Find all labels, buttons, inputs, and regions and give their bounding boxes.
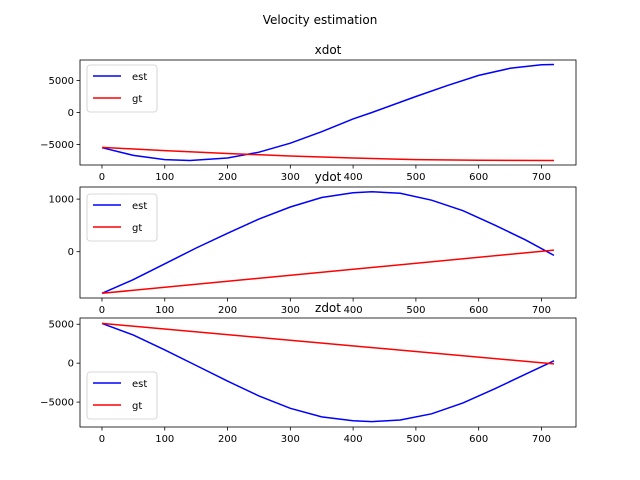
legend: est gt xyxy=(86,64,158,113)
x-tick-label: 700 xyxy=(532,305,551,316)
x-tick-label: 500 xyxy=(406,305,425,316)
x-tick-label: 400 xyxy=(344,172,363,183)
legend-label-gt: gt xyxy=(132,401,142,412)
x-tick-label: 100 xyxy=(155,172,174,183)
series-line-est xyxy=(101,322,555,423)
y-tick-label: −5000 xyxy=(40,398,74,409)
x-tick-label: 0 xyxy=(99,305,105,316)
x-tick-label: 600 xyxy=(469,172,488,183)
y-tick-label: 0 xyxy=(68,247,74,258)
legend-label-gt: gt xyxy=(132,94,142,105)
x-tick-label: 200 xyxy=(218,172,237,183)
axes-frame xyxy=(79,186,577,299)
series-line-gt xyxy=(101,146,555,162)
axes-title: xdot xyxy=(315,43,342,57)
x-tick-label: 300 xyxy=(281,305,300,316)
axes-xdot: 0 100 200 300 400 500 600 700 −5000 0 5000 xdot est g… xyxy=(40,43,577,183)
x-tick-label: 600 xyxy=(469,305,488,316)
x-tick-label: 500 xyxy=(406,172,425,183)
subplots: 0 100 200 300 400 500 600 700−500005000xdotestg… xyxy=(40,43,577,445)
axes-title: zdot xyxy=(315,301,341,315)
x-tick-label: 300 xyxy=(281,434,300,445)
legend: est gt xyxy=(86,193,158,242)
axes-frame xyxy=(79,317,577,428)
legend-label-est: est xyxy=(132,379,147,390)
x-tick-label: 200 xyxy=(218,434,237,445)
y-tick-label: 0 xyxy=(68,108,74,119)
series-line-est xyxy=(101,63,555,162)
y-tick-label: 5000 xyxy=(49,76,74,87)
y-tick-label: 0 xyxy=(68,359,74,370)
x-tick-label: 200 xyxy=(218,305,237,316)
y-tick-label: 1000 xyxy=(49,195,74,206)
x-tick-label: 300 xyxy=(281,172,300,183)
x-tick-label: 700 xyxy=(532,434,551,445)
x-tick-label: 100 xyxy=(155,305,174,316)
series-line-gt xyxy=(101,249,555,295)
x-tick-label: 400 xyxy=(344,305,363,316)
x-tick-label: 600 xyxy=(469,434,488,445)
legend-label-est: est xyxy=(132,72,147,83)
x-tick-label: 500 xyxy=(406,434,425,445)
x-tick-label: 400 xyxy=(344,434,363,445)
x-tick-label: 100 xyxy=(155,434,174,445)
x-tick-label: 700 xyxy=(532,172,551,183)
legend-label-est: est xyxy=(132,201,147,212)
x-tick-label: 0 xyxy=(99,434,105,445)
figure-title: Velocity estimation xyxy=(263,13,378,27)
legend-label-gt: gt xyxy=(132,223,142,234)
series-line-gt xyxy=(101,322,555,365)
axes-title: ydot xyxy=(315,170,342,184)
y-tick-label: 5000 xyxy=(49,320,74,331)
x-tick-label: 0 xyxy=(99,172,105,183)
series-line-est xyxy=(101,190,555,294)
legend: est gt xyxy=(86,371,158,420)
axes-zdot: 0 100 200 300 400 500 600 700−500005000zdotestg… xyxy=(40,301,577,445)
y-tick-label: −5000 xyxy=(40,140,74,151)
